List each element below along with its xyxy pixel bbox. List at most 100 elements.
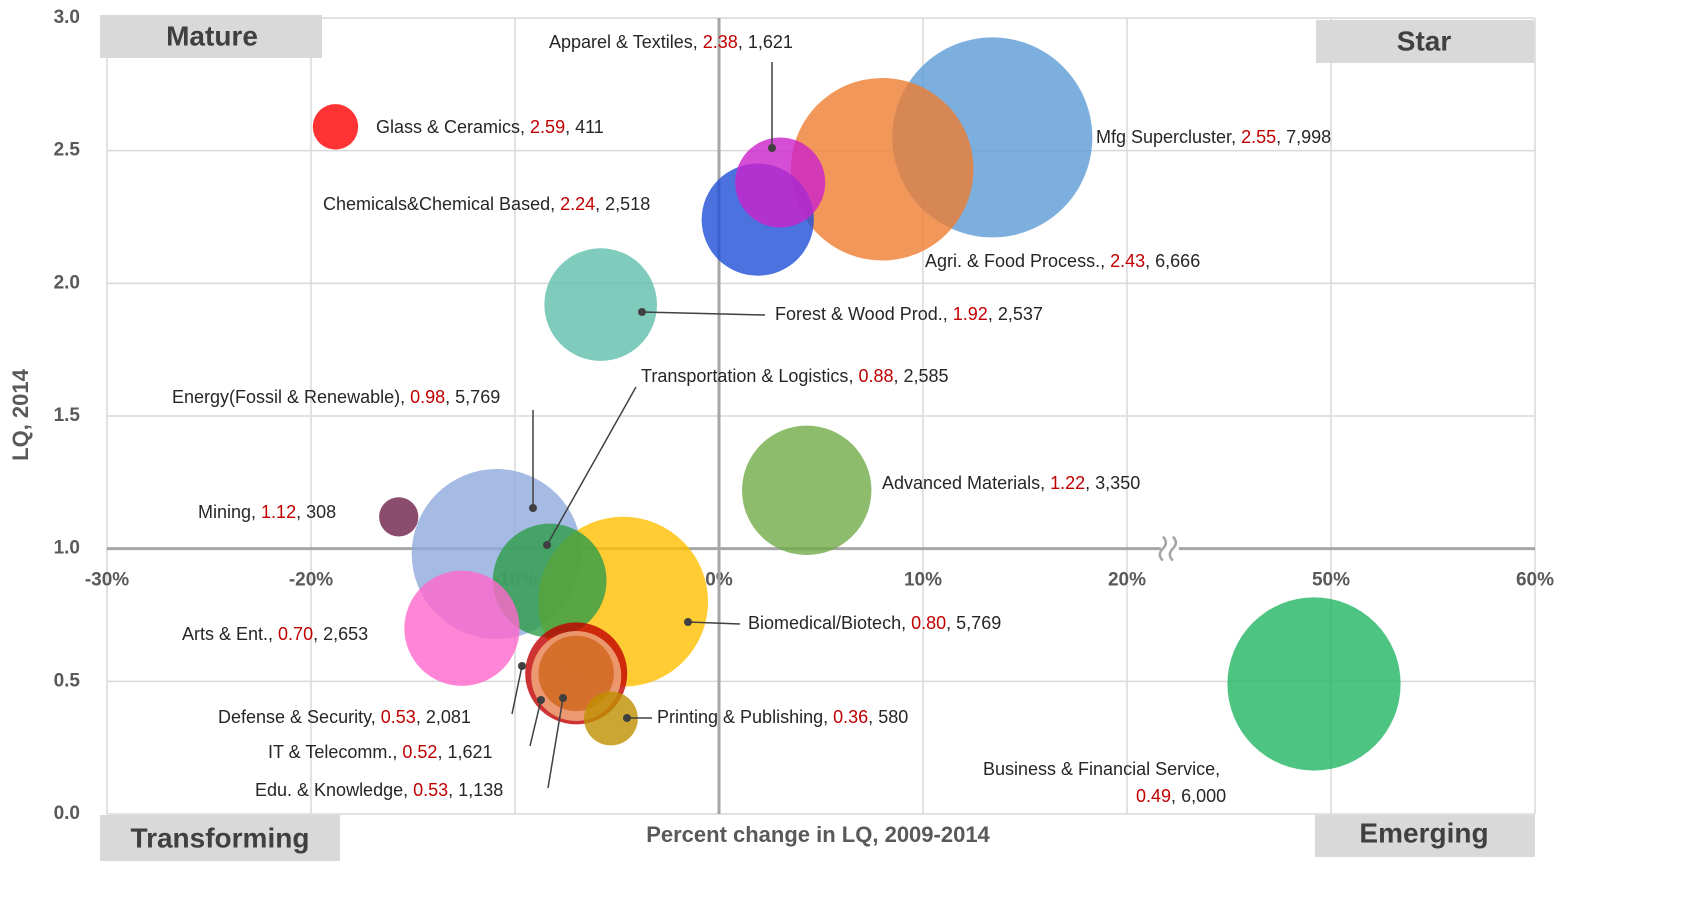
- label-separator: ,: [946, 613, 956, 633]
- quadrant-label: Mature: [166, 20, 258, 51]
- quadrant-box: [1315, 815, 1535, 857]
- label-separator: ,: [894, 366, 904, 386]
- label-size: 7,998: [1286, 127, 1331, 147]
- label-name: Chemicals&Chemical Based: [323, 194, 550, 214]
- label-separator: ,: [445, 387, 455, 407]
- y-tick-label: 0.0: [54, 803, 80, 824]
- label-lq: 0.53: [413, 780, 448, 800]
- leader-dot: [518, 662, 526, 670]
- bubble: [544, 248, 658, 361]
- label-name: Glass & Ceramics: [376, 117, 520, 137]
- data-label: Apparel & Textiles, 2.38, 1,621: [549, 32, 793, 52]
- label-lq: 0.98: [410, 387, 445, 407]
- label-separator: ,: [848, 366, 858, 386]
- label-lq: 0.36: [833, 707, 868, 727]
- leader-line: [547, 697, 564, 789]
- label-lq: 0.49: [1136, 786, 1171, 806]
- bubble: [312, 104, 359, 150]
- label-name: Printing & Publishing: [657, 707, 823, 727]
- bubble: [404, 570, 520, 686]
- bubble: [538, 635, 614, 712]
- label-name: Energy(Fossil & Renewable): [172, 387, 400, 407]
- leader-line: [641, 311, 766, 316]
- label-separator: ,: [251, 502, 261, 522]
- y-tick-label: 1.0: [54, 538, 80, 559]
- label-separator: ,: [313, 624, 323, 644]
- label-lq: 2.43: [1110, 251, 1145, 271]
- label-size: 2,518: [605, 194, 650, 214]
- data-label: Arts & Ent., 0.70, 2,653: [182, 624, 368, 644]
- leader-dot: [684, 618, 692, 626]
- leader-dot: [537, 696, 545, 704]
- y-tick-label: 2.0: [54, 272, 80, 293]
- label-separator: ,: [416, 707, 426, 727]
- label-separator: ,: [943, 304, 953, 324]
- x-tick-label: 20%: [1108, 570, 1146, 591]
- data-label: IT & Telecomm., 0.52, 1,621: [268, 742, 493, 762]
- label-size: 1,621: [447, 742, 492, 762]
- label-lq: 1.22: [1050, 473, 1085, 493]
- data-label: Transportation & Logistics, 0.88, 2,585: [641, 366, 949, 386]
- label-name: Apparel & Textiles: [549, 32, 693, 52]
- label-name: Agri. & Food Process.: [925, 251, 1100, 271]
- bubble: [742, 425, 872, 556]
- quadrant-label: Emerging: [1359, 817, 1488, 848]
- y-tick-label: 0.5: [54, 670, 81, 691]
- data-label: 0.49, 6,000: [1136, 786, 1226, 806]
- label-separator: ,: [1100, 251, 1110, 271]
- label-size: 3,350: [1095, 473, 1140, 493]
- leader-line: [687, 621, 741, 625]
- x-tick-label: 60%: [1516, 570, 1554, 591]
- data-label: Mining, 1.12, 308: [198, 502, 336, 522]
- label-separator: ,: [1215, 759, 1225, 779]
- label-size: 1,138: [458, 780, 503, 800]
- label-name: Edu. & Knowledge: [255, 780, 403, 800]
- label-lq: 0.88: [858, 366, 893, 386]
- bubble: [735, 137, 826, 228]
- label-separator: ,: [1276, 127, 1286, 147]
- label-name: Biomedical/Biotech: [748, 613, 901, 633]
- data-label: Chemicals&Chemical Based, 2.24, 2,518: [323, 194, 650, 214]
- label-name: Forest & Wood Prod.: [775, 304, 943, 324]
- bubble: [1227, 597, 1401, 771]
- bubble: [790, 77, 974, 261]
- label-separator: ,: [520, 117, 530, 137]
- x-tick-label: 50%: [1312, 570, 1350, 591]
- label-size: 5,769: [455, 387, 500, 407]
- label-size: 1,621: [748, 32, 793, 52]
- label-lq: 1.12: [261, 502, 296, 522]
- label-lq: 2.55: [1241, 127, 1276, 147]
- data-label: Printing & Publishing, 0.36, 580: [657, 707, 908, 727]
- labels: Mfg Supercluster, 2.55, 7,998 Agri. & Foo…: [172, 32, 1331, 806]
- x-axis-title: Percent change in LQ, 2009-2014: [646, 822, 990, 847]
- label-separator: ,: [901, 613, 911, 633]
- label-separator: ,: [1145, 251, 1155, 271]
- label-separator: ,: [296, 502, 306, 522]
- data-label: Edu. & Knowledge, 0.53, 1,138: [255, 780, 503, 800]
- label-separator: ,: [403, 780, 413, 800]
- y-tick-label: 3.0: [54, 7, 80, 28]
- y-tick-label: 1.5: [54, 405, 81, 426]
- label-separator: ,: [400, 387, 410, 407]
- label-separator: ,: [595, 194, 605, 214]
- bubble: [492, 523, 607, 638]
- data-label: Business & Financial Service,: [983, 759, 1225, 779]
- axis-break: [1168, 535, 1178, 562]
- leader-dot: [559, 694, 567, 702]
- label-size: 2,653: [323, 624, 368, 644]
- data-label: Glass & Ceramics, 2.59, 411: [376, 117, 604, 137]
- label-lq: 2.59: [530, 117, 565, 137]
- label-separator: ,: [988, 304, 998, 324]
- label-separator: ,: [268, 624, 278, 644]
- label-size: 308: [306, 502, 336, 522]
- label-size: 6,666: [1155, 251, 1200, 271]
- quadrant-label: Star: [1397, 25, 1452, 56]
- leader-dot: [638, 308, 646, 316]
- label-lq: 0.70: [278, 624, 313, 644]
- label-separator: ,: [823, 707, 833, 727]
- label-size: 6,000: [1181, 786, 1226, 806]
- leader-dot: [623, 714, 631, 722]
- label-separator: ,: [738, 32, 748, 52]
- label-name: Mfg Supercluster: [1096, 127, 1232, 147]
